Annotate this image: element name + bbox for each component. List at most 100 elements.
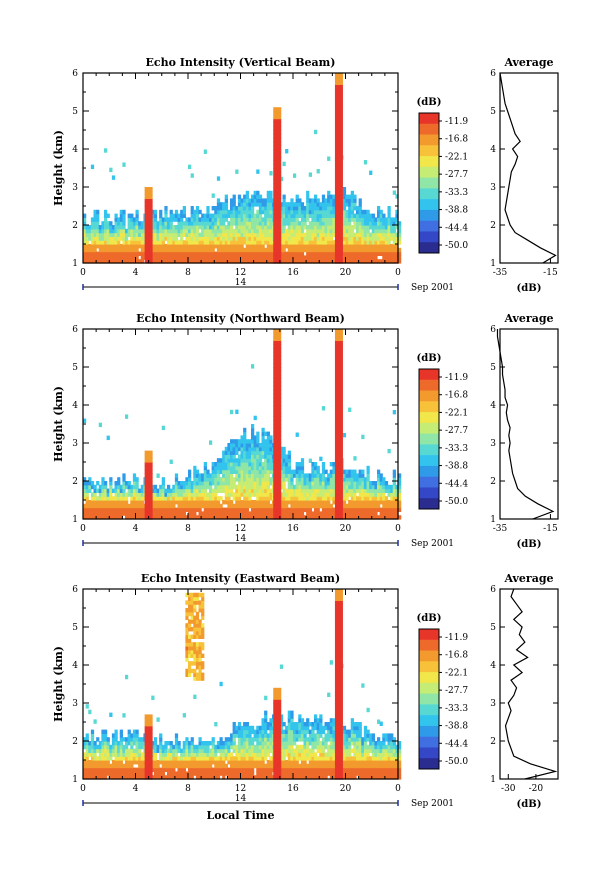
heatmap-cell <box>190 247 194 253</box>
heatmap-cell <box>125 744 129 750</box>
heatmap-cell <box>392 236 396 241</box>
heatmap-cell <box>93 251 97 256</box>
heatmap-cell <box>282 503 286 509</box>
heatmap-cell <box>395 492 399 497</box>
heatmap-cell <box>287 206 291 211</box>
heatmap-cell <box>374 484 378 490</box>
heatmap-cell <box>185 737 189 742</box>
heatmap-cell <box>293 496 297 501</box>
heatmap-cell <box>153 756 158 761</box>
heatmap-cell <box>222 473 226 478</box>
heatmap-cell <box>164 748 168 753</box>
heatmap-cell <box>361 473 365 478</box>
heatmap-cell <box>332 232 336 237</box>
shower-cell <box>273 187 282 192</box>
heatmap-cell <box>374 500 378 505</box>
heatmap-cell <box>235 244 239 249</box>
heatmap-cell <box>177 767 181 772</box>
heatmap-cell <box>279 515 284 520</box>
heatmap-cell <box>185 255 189 260</box>
heatmap-cell <box>195 255 200 260</box>
shower-cell <box>334 111 343 116</box>
heatmap-cell <box>156 492 160 497</box>
heatmap-cell <box>237 500 242 505</box>
heatmap-cell <box>85 236 89 241</box>
heatmap-cell <box>161 232 165 237</box>
heatmap-cell <box>324 515 328 520</box>
heatmap-cell <box>119 213 123 218</box>
heatmap-cell <box>329 240 333 245</box>
heatmap-cell <box>264 439 268 444</box>
heatmap-cell <box>377 496 381 501</box>
heatmap-cell <box>127 737 131 742</box>
heatmap-cell <box>356 217 360 222</box>
heatmap-cell <box>132 492 137 497</box>
heatmap-cell <box>369 221 373 226</box>
heatmap-cell <box>303 236 307 241</box>
heatmap-cell <box>195 228 200 234</box>
heatmap-cell <box>214 228 218 234</box>
heatmap-cell <box>206 251 210 256</box>
heatmap-cell <box>290 198 294 203</box>
heatmap-cell <box>261 756 265 761</box>
heatmap-cell <box>127 503 131 509</box>
date-label: Sep 2001 <box>411 283 454 293</box>
heatmap-cell <box>285 771 289 776</box>
heatmap-cell <box>387 232 391 237</box>
heatmap-cell <box>300 507 305 512</box>
heatmap-cell <box>214 767 218 772</box>
heatmap-cell <box>295 511 299 516</box>
heatmap-cell <box>316 756 320 761</box>
heatmap-cell <box>153 503 158 509</box>
heatmap-cell <box>219 259 223 264</box>
heatmap-cell <box>174 236 179 241</box>
heatmap-cell <box>106 225 110 230</box>
heatmap-cell <box>329 236 333 241</box>
heatmap-cell <box>169 496 173 501</box>
shower-cell <box>334 401 343 406</box>
heatmap-cell <box>279 763 284 769</box>
heatmap-cell <box>303 500 307 505</box>
heatmap-cell <box>206 775 210 780</box>
heatmap-cell <box>235 228 239 234</box>
heatmap-cell <box>109 232 113 237</box>
heatmap-cell <box>195 221 200 226</box>
heatmap-cell <box>287 481 291 486</box>
heatmap-cell <box>356 515 360 520</box>
shower-cell <box>273 332 282 338</box>
heatmap-cell <box>366 511 370 516</box>
heatmap-cell <box>177 244 181 249</box>
heatmap-cell <box>132 477 137 482</box>
shower-cell <box>334 435 343 440</box>
heatmap-cell <box>96 767 100 772</box>
heatmap-cell <box>109 221 113 226</box>
heatmap-cell <box>227 771 231 776</box>
heatmap-cell <box>332 194 336 199</box>
heatmap-cell <box>258 725 263 731</box>
heatmap-cell <box>253 511 257 516</box>
heatmap-cell <box>342 187 347 192</box>
heatmap-cell <box>258 477 263 482</box>
shower-cell <box>334 405 343 410</box>
heatmap-cell <box>269 228 273 234</box>
heatmap-cell <box>109 744 113 750</box>
heatmap-cell <box>293 767 297 772</box>
heatmap-cell <box>240 259 244 264</box>
heatmap-cell <box>350 198 354 203</box>
shower-cell <box>334 183 343 188</box>
heatmap-cell <box>256 462 260 467</box>
heatmap-cell <box>361 477 365 482</box>
heatmap-cell <box>153 240 158 245</box>
heatmap-cell <box>135 232 139 237</box>
heatmap-cell <box>164 236 168 241</box>
colorbar-frame <box>418 112 440 254</box>
heatmap-cell <box>111 259 116 264</box>
heatmap-cell <box>358 232 362 237</box>
heatmap-cell <box>167 763 171 769</box>
heatmap-cell <box>324 469 328 474</box>
heatmap-cell <box>98 488 102 493</box>
heatmap-cell <box>206 259 210 264</box>
heatmap-cell <box>316 763 320 769</box>
avg-x-tick-label: -35 <box>493 268 508 278</box>
heatmap-cell <box>132 473 137 478</box>
